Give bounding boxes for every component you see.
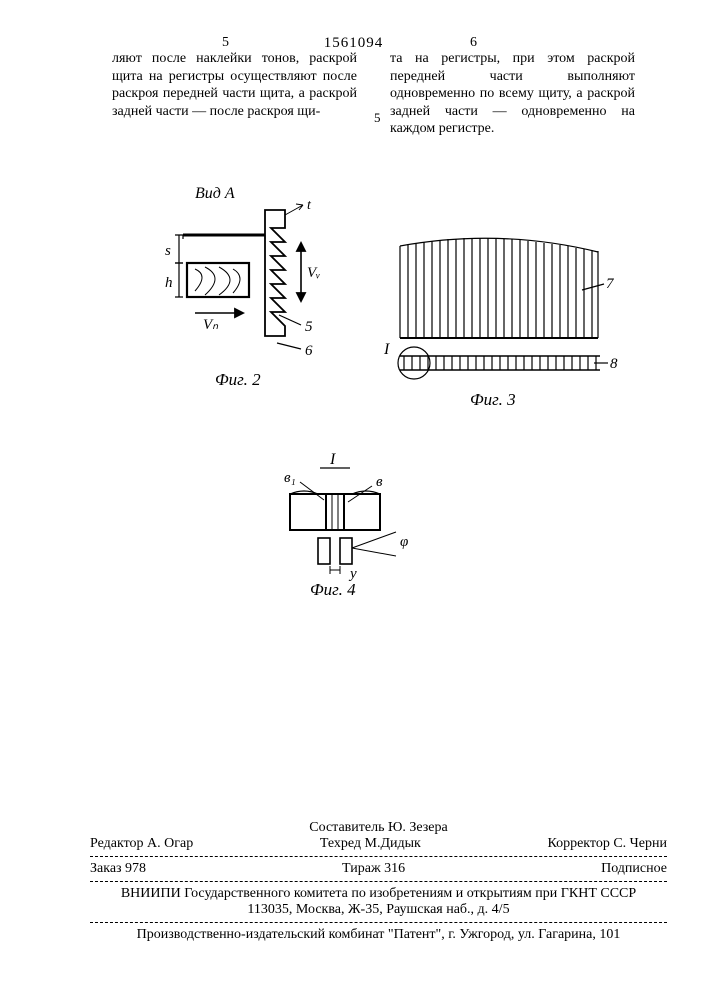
page: 5 1561094 6 ляют после наклейки тонов, р… xyxy=(0,0,707,1000)
dash-3 xyxy=(90,922,667,923)
figure-3: I 7 8 xyxy=(370,210,620,410)
fig3-i: I xyxy=(383,341,390,358)
figure-4: I в₁ в φ у xyxy=(260,450,440,600)
fig3-ref7: 7 xyxy=(606,276,615,292)
fig4-phi: φ xyxy=(400,534,408,550)
text-column-right: та на регистры, при этом раскрой передне… xyxy=(390,50,635,138)
figure-2: s h Vₙ Vᵥ t 5 6 xyxy=(145,195,345,395)
footer-org1-addr: 113035, Москва, Ж-35, Раушская наб., д. … xyxy=(90,902,667,918)
footer-editor: Редактор А. Огар xyxy=(90,836,193,852)
footer: Составитель Ю. Зезера Редактор А. Огар Т… xyxy=(90,820,667,943)
figure-2-label: Фиг. 2 xyxy=(215,370,261,390)
footer-subscription: Подписное xyxy=(601,861,667,877)
text-column-left: ляют после наклейки тонов, раскрой щита … xyxy=(112,50,357,120)
footer-order: Заказ 978 xyxy=(90,861,146,877)
footer-org2: Производственно-издательский комбинат "П… xyxy=(90,927,667,943)
footer-corrector: Корректор С. Черни xyxy=(547,836,667,852)
footer-tirage: Тираж 316 xyxy=(342,861,405,877)
fig2-vn: Vₙ xyxy=(203,317,219,333)
fig2-s: s xyxy=(165,243,171,259)
footer-compiler: Составитель Ю. Зезера xyxy=(90,820,667,836)
figure-3-label: Фиг. 3 xyxy=(470,390,516,410)
page-number-right: 6 xyxy=(470,35,477,51)
footer-techred: Техред М.Дидык xyxy=(320,836,421,852)
line-number-5: 5 xyxy=(374,110,381,126)
footer-row-2: Заказ 978 Тираж 316 Подписное xyxy=(90,861,667,877)
dash-2 xyxy=(90,881,667,882)
fig2-h: h xyxy=(165,275,173,291)
fig3-ref8: 8 xyxy=(610,356,618,372)
footer-row-1: Редактор А. Огар Техред М.Дидык Корректо… xyxy=(90,836,667,852)
footer-org1: ВНИИПИ Государственного комитета по изоб… xyxy=(90,886,667,902)
fig2-ref5: 5 xyxy=(305,319,313,335)
paragraph-left: ляют после наклейки тонов, раскрой щита … xyxy=(112,50,357,120)
dash-1 xyxy=(90,856,667,857)
paragraph-right: та на регистры, при этом раскрой передне… xyxy=(390,50,635,138)
figure-4-label: Фиг. 4 xyxy=(310,580,356,600)
fig4-b1: в₁ xyxy=(284,470,296,486)
fig4-i: I xyxy=(329,451,336,468)
fig4-b: в xyxy=(376,474,383,490)
fig2-vv: Vᵥ xyxy=(307,265,320,281)
fig2-ref6: 6 xyxy=(305,343,313,359)
fig2-t: t xyxy=(307,198,312,213)
